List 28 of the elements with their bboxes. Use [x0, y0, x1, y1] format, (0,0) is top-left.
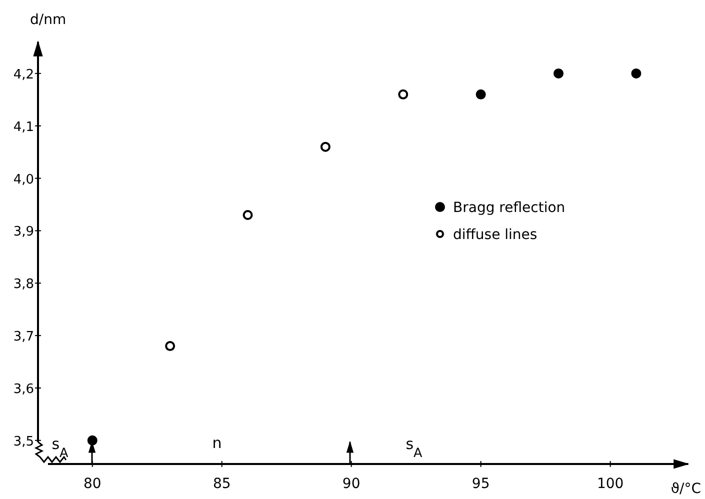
point	[398, 89, 408, 100]
annotation: n	[212, 434, 222, 452]
x-tick-label: 95	[472, 476, 490, 492]
point	[631, 68, 642, 78]
annotation: s$_{A}$	[52, 435, 69, 460]
x-axis-title: ϑ/°C	[670, 481, 702, 497]
legend-label: diffuse lines	[453, 227, 538, 243]
point	[476, 89, 486, 100]
y-tick-label: 4,2	[13, 67, 34, 82]
y-tick-label: 3,6	[13, 382, 34, 397]
point	[165, 341, 176, 352]
annotation: s$_{A}$	[406, 435, 423, 460]
y-tick-label: 3,7	[13, 330, 34, 345]
y-tick-label: 4,1	[13, 120, 34, 135]
x-tick-label: 100	[596, 476, 624, 492]
y-axis-title: d/nm	[30, 12, 66, 28]
point	[554, 68, 564, 78]
y-tick-label: 3,8	[13, 277, 34, 292]
point	[320, 142, 330, 152]
x-tick-label: 80	[83, 476, 102, 492]
point	[87, 435, 98, 446]
point	[242, 210, 253, 220]
legend-label: Bragg reflection	[453, 200, 566, 216]
y-tick-label: 3,5	[13, 434, 34, 450]
x-tick-label: 85	[212, 476, 231, 492]
x-tick-label: 90	[342, 476, 360, 492]
y-tick-label: 3,9	[13, 224, 34, 240]
y-tick-label: 4,0	[13, 172, 34, 188]
